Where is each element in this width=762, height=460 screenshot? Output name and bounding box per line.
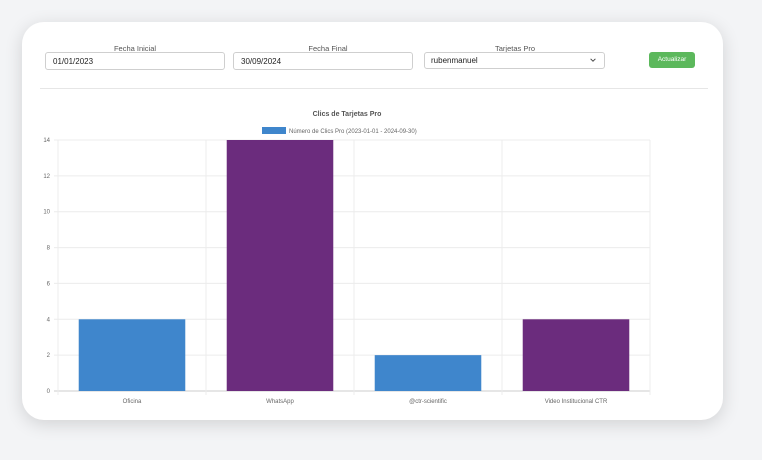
y-tick-label: 8 — [47, 246, 51, 252]
y-axis-ticks: 0 2 4 6 8 10 12 14 — [43, 138, 50, 395]
bar-whatsapp[interactable] — [226, 140, 334, 391]
y-tick-label: 2 — [47, 353, 51, 359]
card-select[interactable]: rubenmanuel — [424, 52, 605, 69]
legend-swatch — [262, 127, 286, 134]
update-button[interactable]: Actualizar — [649, 52, 695, 68]
chart-title: Clics de Tarjetas Pro — [313, 111, 382, 118]
end-date-input[interactable] — [233, 52, 413, 70]
chevron-down-icon — [590, 58, 596, 62]
y-tick-label: 6 — [47, 281, 51, 287]
bar-video-institucional-ctr[interactable] — [522, 319, 630, 391]
bar-oficina[interactable] — [78, 319, 186, 391]
x-axis-categories: Oficina WhatsApp @ctr-scientific Video Inst… — [123, 399, 608, 405]
x-category-label: @ctr-scientific — [409, 399, 447, 405]
y-tick-label: 10 — [43, 210, 50, 216]
card-select-value: rubenmanuel — [431, 56, 478, 65]
x-category-label: Oficina — [123, 399, 142, 405]
end-date-label: Fecha Final — [308, 44, 348, 53]
bar-ctr-scientific[interactable] — [374, 355, 482, 391]
chart-bars — [78, 140, 630, 391]
start-date-input[interactable] — [45, 52, 225, 70]
divider — [40, 88, 708, 89]
x-category-label: Video Institucional CTR — [545, 399, 608, 405]
legend-label: Número de Clics Pro (2023-01-01 - 2024-0… — [289, 129, 417, 135]
start-date-label: Fecha Inicial — [113, 44, 157, 53]
y-tick-label: 4 — [47, 317, 51, 323]
x-category-label: WhatsApp — [266, 399, 294, 405]
y-tick-label: 12 — [43, 174, 50, 180]
y-tick-label: 14 — [43, 138, 50, 144]
y-tick-label: 0 — [47, 389, 51, 395]
card-select-label: Tarjetas Pro — [494, 44, 536, 53]
